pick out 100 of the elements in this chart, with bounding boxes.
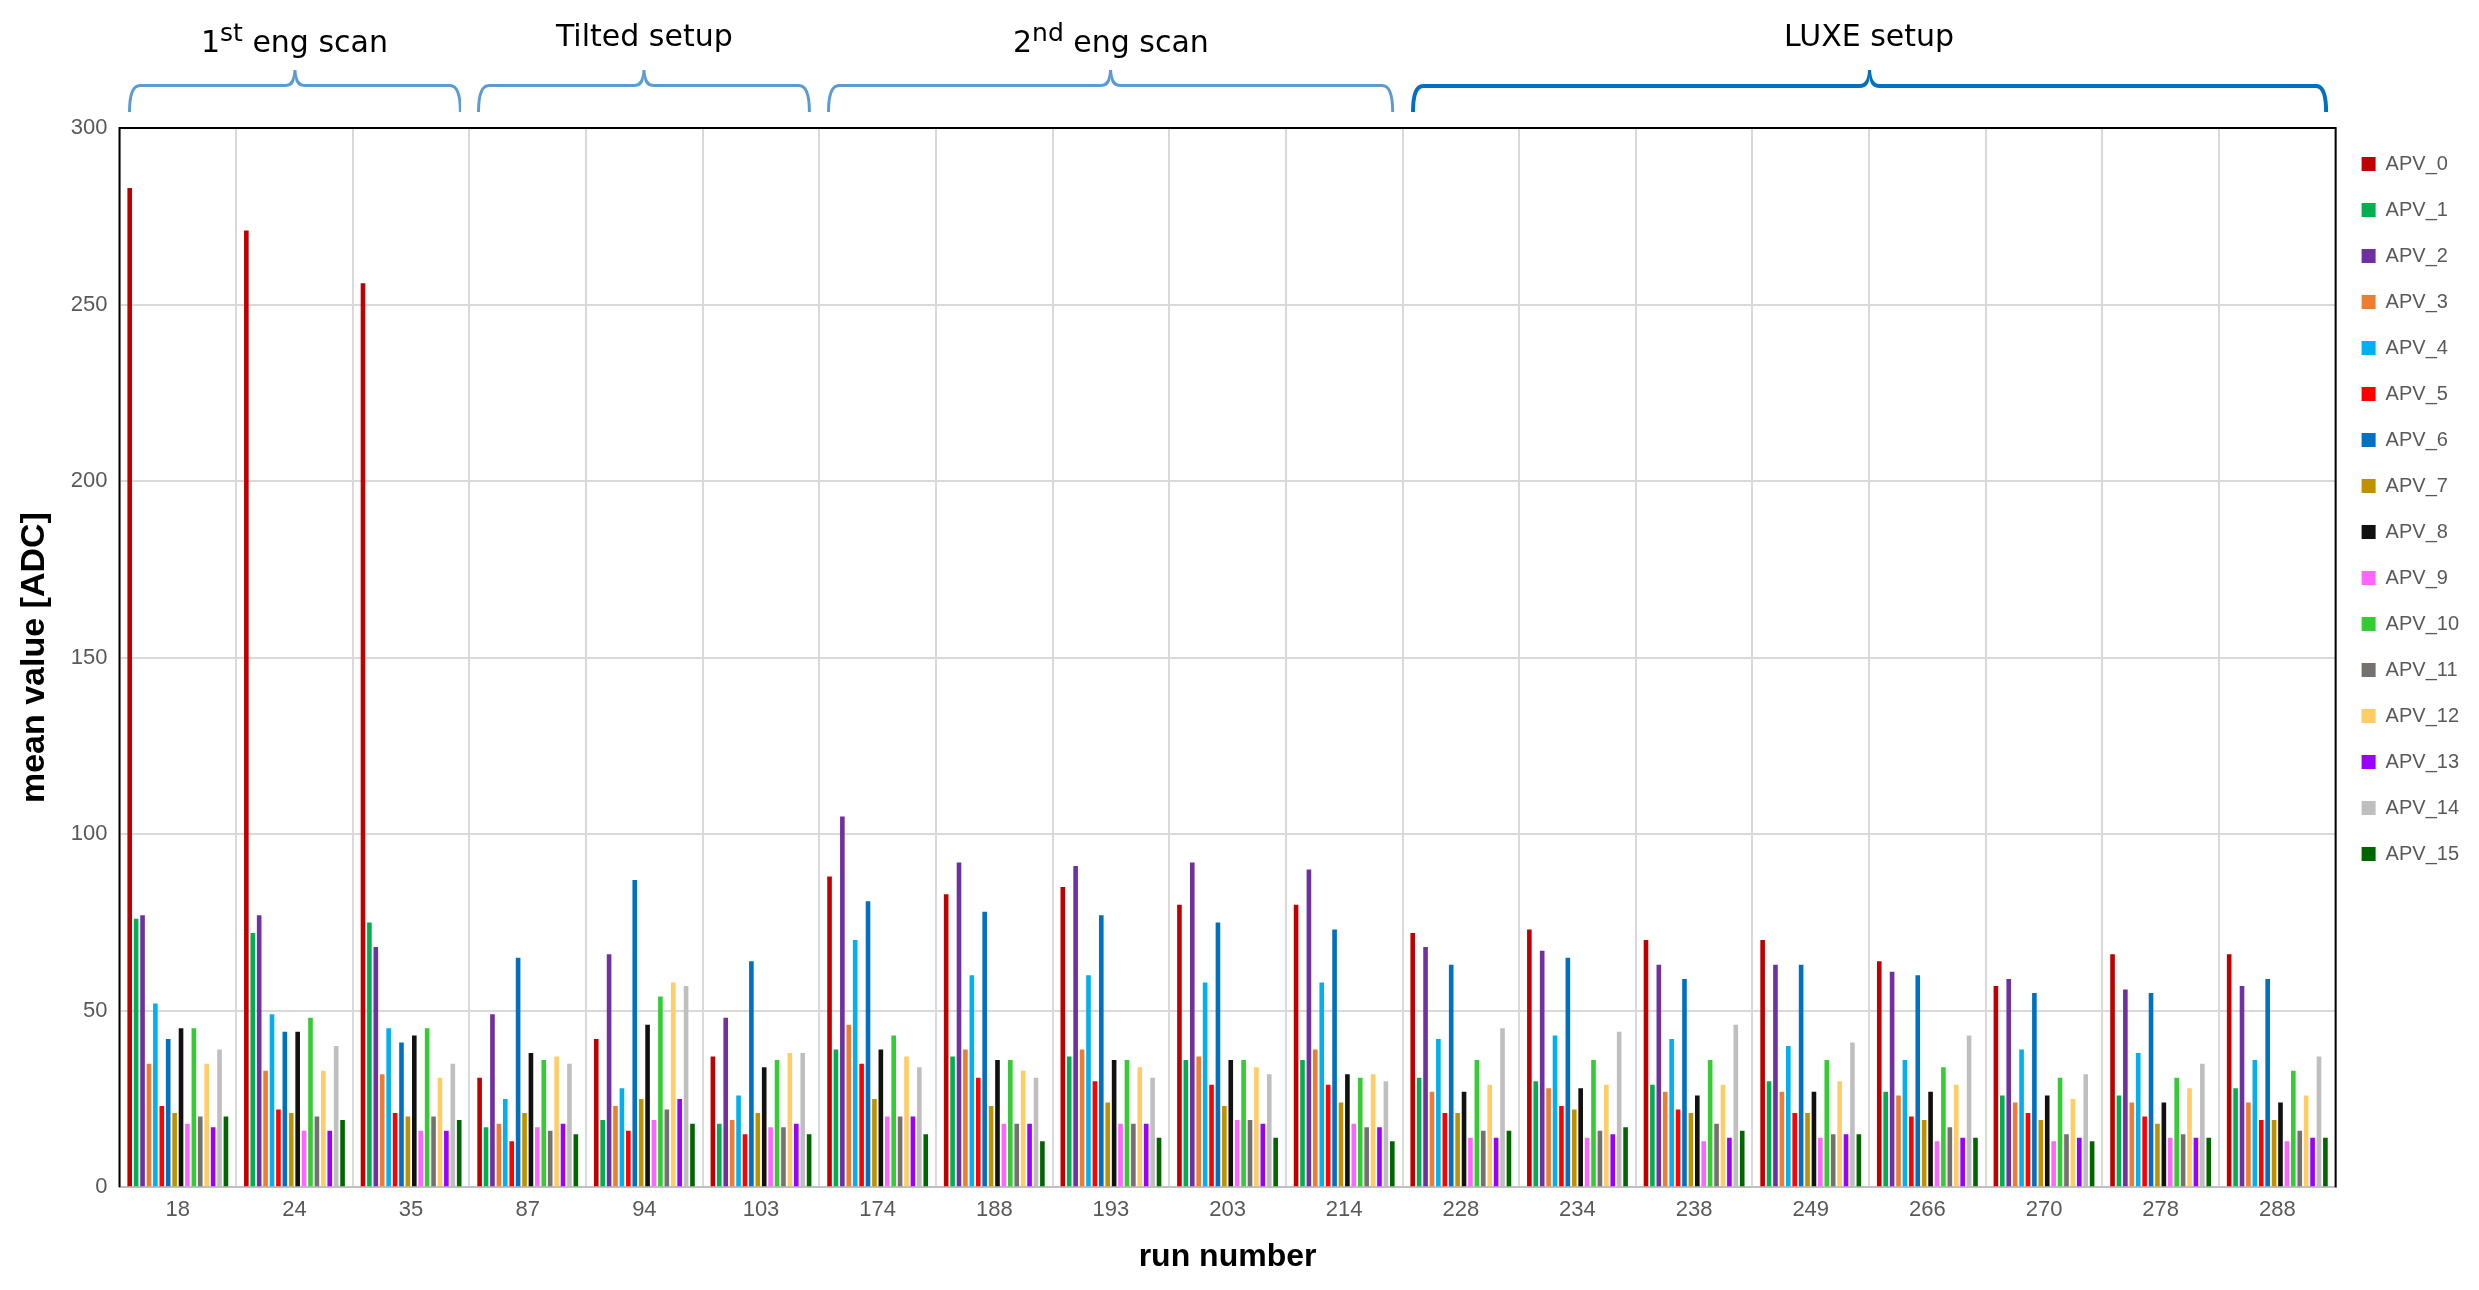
bar: [2206, 1137, 2212, 1187]
x-axis-title: run number: [1138, 1236, 1317, 1273]
bar: [2167, 1137, 2173, 1187]
bar: [172, 1113, 177, 1187]
bar: [2064, 1134, 2069, 1187]
bar: [2000, 1095, 2005, 1187]
bar: [288, 1113, 294, 1187]
bar: [670, 982, 676, 1187]
bar: [1040, 1141, 1045, 1187]
bar: [736, 1095, 741, 1187]
y-tick-label: 300: [70, 114, 108, 140]
x-tick-label: 203: [1209, 1196, 1246, 1222]
bar: [1313, 1049, 1318, 1187]
bar: [1066, 1056, 1072, 1187]
bar: [1909, 1116, 1914, 1187]
legend-label: APV_10: [2385, 611, 2459, 635]
bar: [412, 1035, 417, 1187]
bar: [1189, 862, 1195, 1187]
bar: [1105, 1102, 1111, 1187]
bar: [1739, 1130, 1745, 1187]
x-tick-label: 288: [2258, 1196, 2296, 1222]
bar: [2246, 1102, 2251, 1187]
bar: [535, 1127, 540, 1187]
legend-label: APV_5: [2385, 381, 2448, 405]
bar: [1960, 1137, 1965, 1187]
bar: [197, 1116, 203, 1187]
bar: [840, 816, 845, 1187]
y-tick-label: 150: [70, 643, 108, 669]
bar: [477, 1077, 482, 1187]
bar: [1228, 1060, 1234, 1187]
bar: [1442, 1113, 1448, 1187]
bar: [2291, 1070, 2296, 1187]
bar: [793, 1123, 799, 1187]
y-tick-label: 250: [70, 290, 108, 316]
x-tick-label: 87: [515, 1196, 540, 1222]
bar: [1086, 975, 1091, 1187]
bar: [295, 1031, 300, 1187]
bar: [1824, 1060, 1830, 1187]
bar: [276, 1109, 281, 1187]
legend-label: APV_8: [2385, 519, 2448, 543]
bar: [1014, 1123, 1020, 1187]
x-tick-label: 214: [1325, 1196, 1363, 1222]
bar: [2323, 1137, 2328, 1187]
bar: [1623, 1127, 1628, 1187]
bar: [2258, 1120, 2264, 1187]
bar: [1571, 1109, 1577, 1187]
text: 2$^{nd}$ eng scan: [1011, 18, 1210, 59]
bar: [367, 922, 372, 1187]
bar: [127, 188, 133, 1187]
legend-label: APV_2: [2385, 243, 2448, 267]
bar: [904, 1056, 909, 1187]
x-tick-label: 249: [1792, 1196, 1830, 1222]
y-tick-label: 200: [70, 467, 108, 493]
bar: [250, 932, 256, 1187]
x-tick-label: 188: [975, 1196, 1013, 1222]
bar: [2044, 1095, 2050, 1187]
bar: [522, 1113, 527, 1187]
bar: [768, 1127, 773, 1187]
y-tick-label: 50: [83, 996, 108, 1022]
bar: [1818, 1137, 1823, 1187]
bar: [379, 1074, 385, 1187]
bar: [165, 1038, 171, 1187]
bar: [1455, 1113, 1460, 1187]
bar: [1695, 1095, 1700, 1187]
bar: [1662, 1091, 1668, 1187]
bar: [2233, 1088, 2238, 1187]
bar: [1760, 940, 1765, 1187]
bar: [140, 915, 145, 1187]
bar: [386, 1028, 391, 1187]
bar: [1390, 1141, 1395, 1187]
bar: [1973, 1137, 1978, 1187]
bar: [1222, 1105, 1227, 1187]
legend-label: APV_14: [2385, 795, 2459, 819]
bar: [1436, 1038, 1441, 1187]
bar: [1487, 1084, 1493, 1187]
legend-label: APV_6: [2385, 427, 2448, 451]
bar: [1928, 1091, 1933, 1187]
bar: [781, 1127, 786, 1187]
bar: [1423, 947, 1428, 1187]
bar: [1669, 1038, 1674, 1187]
bar: [1468, 1137, 1473, 1187]
bar: [1357, 1077, 1363, 1187]
bar: [975, 1077, 981, 1187]
bar: [1714, 1123, 1719, 1187]
bar: [632, 880, 638, 1187]
bar: [1559, 1105, 1564, 1187]
bar: [263, 1070, 268, 1187]
bar: [1196, 1056, 1201, 1187]
bar: [502, 1098, 508, 1187]
bar: [185, 1123, 190, 1187]
bar: [2129, 1102, 2135, 1187]
bar: [1177, 904, 1182, 1187]
text: LUXE setup: [1783, 18, 1956, 53]
bar: [891, 1035, 896, 1187]
y-tick-label: 0: [95, 1173, 108, 1199]
bar: [1830, 1134, 1836, 1187]
bar: [827, 876, 832, 1187]
bar: [1578, 1088, 1583, 1187]
bar: [690, 1123, 695, 1187]
bar: [1773, 964, 1778, 1187]
